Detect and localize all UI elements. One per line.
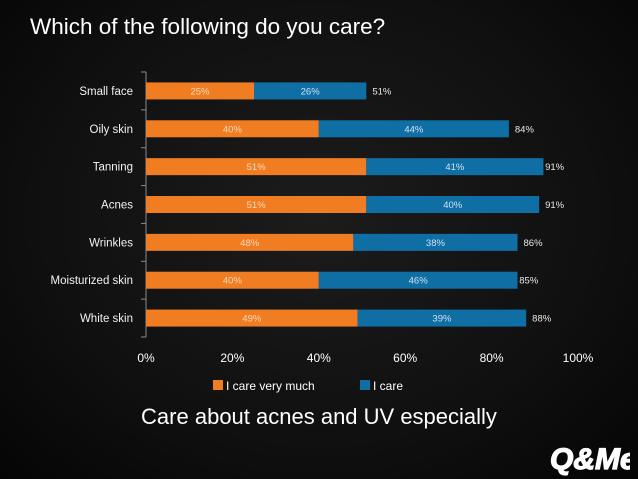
bar-care-very-much	[146, 82, 254, 100]
total-label: 86%	[524, 238, 544, 249]
category-label: Small face	[79, 86, 133, 98]
slide-subtitle: Care about acnes and UV especially	[141, 404, 497, 429]
total-label: 88%	[532, 314, 552, 325]
qme-logo: Q&Me	[549, 442, 630, 476]
bar-value-label: 26%	[301, 86, 321, 97]
x-tick-label: 40%	[307, 351, 331, 365]
bar-care	[318, 120, 509, 138]
bar-care-very-much	[146, 120, 319, 138]
bar-care-very-much	[146, 158, 367, 176]
bar-value-label: 40%	[443, 200, 463, 211]
page-title: Which of the following do you care?	[30, 14, 386, 39]
bar-value-label: 39%	[432, 314, 452, 325]
total-label: 85%	[519, 276, 539, 287]
bar-value-label: 40%	[223, 124, 243, 135]
x-tick-label: 20%	[220, 351, 244, 365]
bar-care-very-much	[146, 233, 354, 251]
legend-label: I care	[373, 379, 403, 393]
x-tick-label: 0%	[137, 351, 155, 365]
category-label: Wrinkles	[89, 237, 133, 249]
bar-value-label: 44%	[404, 124, 424, 135]
total-label: 91%	[545, 162, 565, 173]
category-label: Tanning	[93, 162, 133, 174]
stacked-bar-chart: Small face 25% 26% 51% Oily skin 40% 44% 84% Tan…	[51, 71, 594, 393]
logo-text: Q&Me	[550, 443, 630, 476]
bar-value-label: 51%	[247, 200, 267, 211]
legend-label: I care very much	[226, 379, 315, 393]
bar-care	[318, 271, 518, 289]
bar-value-label: 25%	[190, 86, 210, 97]
bar-value-label: 46%	[409, 276, 429, 287]
total-label: 91%	[545, 200, 565, 211]
legend-swatch	[213, 380, 223, 390]
bar-care	[366, 196, 540, 213]
bar-care-very-much	[146, 271, 319, 289]
x-tick-label: 60%	[393, 351, 417, 365]
bar-care-very-much	[146, 196, 367, 213]
category-label: Moisturized skin	[51, 275, 133, 287]
bar-care-very-much	[146, 309, 358, 327]
category-label: Acnes	[101, 200, 133, 212]
bar-care	[366, 158, 544, 176]
bar-care	[254, 82, 367, 100]
category-label: Oily skin	[90, 124, 133, 136]
total-label: 84%	[515, 124, 535, 135]
bar-value-label: 38%	[426, 238, 446, 249]
x-tick-label: 100%	[563, 351, 594, 365]
bar-value-label: 40%	[223, 276, 243, 287]
bar-value-label: 41%	[445, 162, 465, 173]
bar-value-label: 49%	[242, 314, 262, 325]
x-tick-label: 80%	[480, 351, 504, 365]
total-label: 51%	[372, 86, 392, 97]
legend-swatch	[360, 380, 370, 390]
bar-value-label: 51%	[247, 162, 267, 173]
bar-care	[357, 309, 527, 327]
bar-value-label: 48%	[240, 238, 260, 249]
category-label: White skin	[80, 313, 133, 325]
bar-care	[353, 233, 518, 251]
